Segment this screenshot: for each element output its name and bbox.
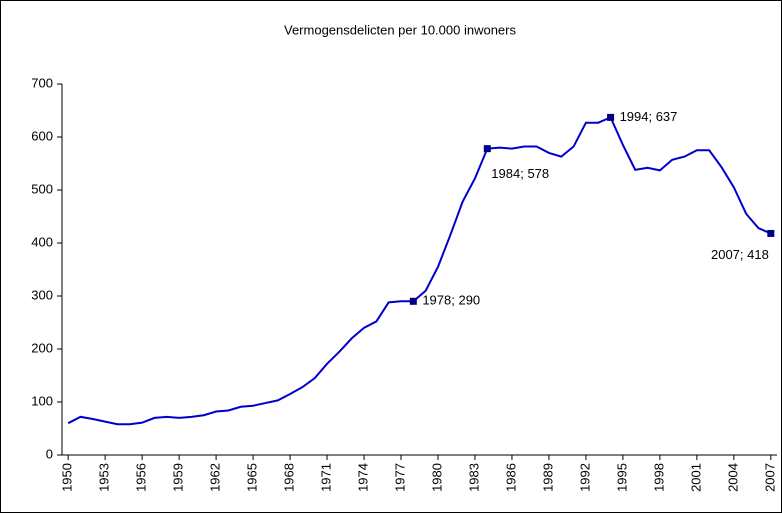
- x-tick-label: 1962: [208, 463, 223, 492]
- x-tick-label: 1995: [614, 463, 629, 492]
- y-tick-label: 0: [46, 446, 53, 461]
- annotation-marker: [767, 229, 775, 237]
- y-tick-label: 300: [31, 287, 53, 302]
- x-tick-label: 1950: [60, 463, 75, 492]
- x-tick-label: 1965: [245, 463, 260, 492]
- annotation-label: 1994; 637: [620, 109, 678, 124]
- x-tick-label: 1959: [171, 463, 186, 492]
- x-tick-label: 1974: [355, 463, 370, 492]
- annotation-marker: [483, 145, 491, 153]
- x-tick-label: 2001: [688, 463, 703, 492]
- x-tick-label: 1989: [540, 463, 555, 492]
- x-tick-label: 1956: [134, 463, 149, 492]
- line-series: [67, 116, 772, 426]
- x-tick-label: 1971: [318, 463, 333, 492]
- x-tick-label: 2004: [725, 463, 740, 492]
- annotation-marker: [409, 297, 417, 305]
- annotation-label: 2007; 418: [711, 247, 769, 262]
- x-tick-label: 1986: [503, 463, 518, 492]
- y-tick-label: 700: [31, 75, 53, 90]
- x-tick-label: 1992: [577, 463, 592, 492]
- x-tick-label: 1980: [429, 463, 444, 492]
- y-tick-label: 600: [31, 128, 53, 143]
- chart-title: Vermogensdelicten per 10.000 inwoners: [284, 22, 516, 37]
- annotation-label: 1978; 290: [422, 293, 480, 308]
- y-tick-label: 500: [31, 181, 53, 196]
- x-tick-label: 1953: [97, 463, 112, 492]
- x-tick-label: 2007: [762, 463, 777, 492]
- annotation-label: 1984; 578: [491, 166, 549, 181]
- y-tick-label: 100: [31, 393, 53, 408]
- y-tick-label: 200: [31, 340, 53, 355]
- x-tick-label: 1983: [466, 463, 481, 492]
- x-tick-label: 1977: [392, 463, 407, 492]
- annotation-marker: [607, 113, 615, 121]
- y-tick-label: 400: [31, 234, 53, 249]
- x-tick-label: 1998: [651, 463, 666, 492]
- x-tick-label: 1968: [281, 463, 296, 492]
